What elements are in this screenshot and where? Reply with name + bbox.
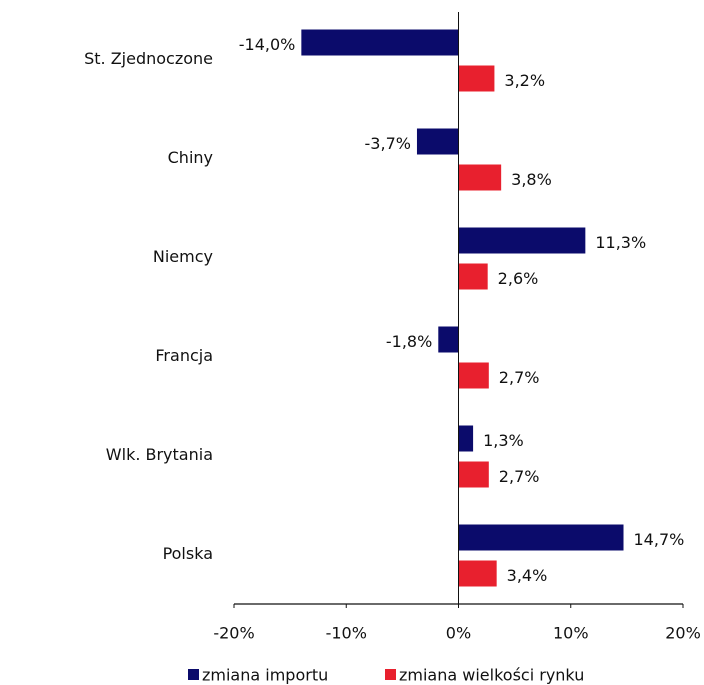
value-label: 1,3% [483,431,524,450]
value-label: -1,8% [386,332,432,351]
value-label: 2,6% [498,269,539,288]
bar [458,524,624,551]
bar [458,425,474,452]
bar [458,164,502,191]
value-label: 14,7% [634,530,685,549]
value-label: 3,4% [507,566,548,585]
bar [458,560,497,587]
x-tick-label: -20% [213,624,254,643]
bar [458,362,489,389]
bar [416,128,459,155]
x-tick-label: 20% [665,624,701,643]
bar [438,326,459,353]
legend-swatch [188,669,199,680]
value-label: 3,2% [504,71,545,90]
bar [458,65,495,92]
legend-label: zmiana importu [202,666,328,685]
category-label: Francja [155,346,213,365]
category-label: Niemcy [153,247,213,266]
category-label: Polska [163,544,213,563]
x-tick-label: 10% [553,624,589,643]
bar [458,227,586,254]
value-label: 2,7% [499,368,540,387]
legend-label: zmiana wielkości rynku [399,666,584,685]
legend-swatch [385,669,396,680]
x-tick-label: 0% [446,624,471,643]
bar [301,29,459,56]
value-label: 11,3% [595,233,646,252]
bar [458,461,489,488]
category-label: Chiny [168,148,213,167]
category-label: Wlk. Brytania [106,445,213,464]
category-label: St. Zjednoczone [84,49,213,68]
value-label: 2,7% [499,467,540,486]
bar [458,263,488,290]
x-tick-label: -10% [326,624,367,643]
value-label: -3,7% [365,134,411,153]
value-label: -14,0% [239,35,296,54]
value-label: 3,8% [511,170,552,189]
